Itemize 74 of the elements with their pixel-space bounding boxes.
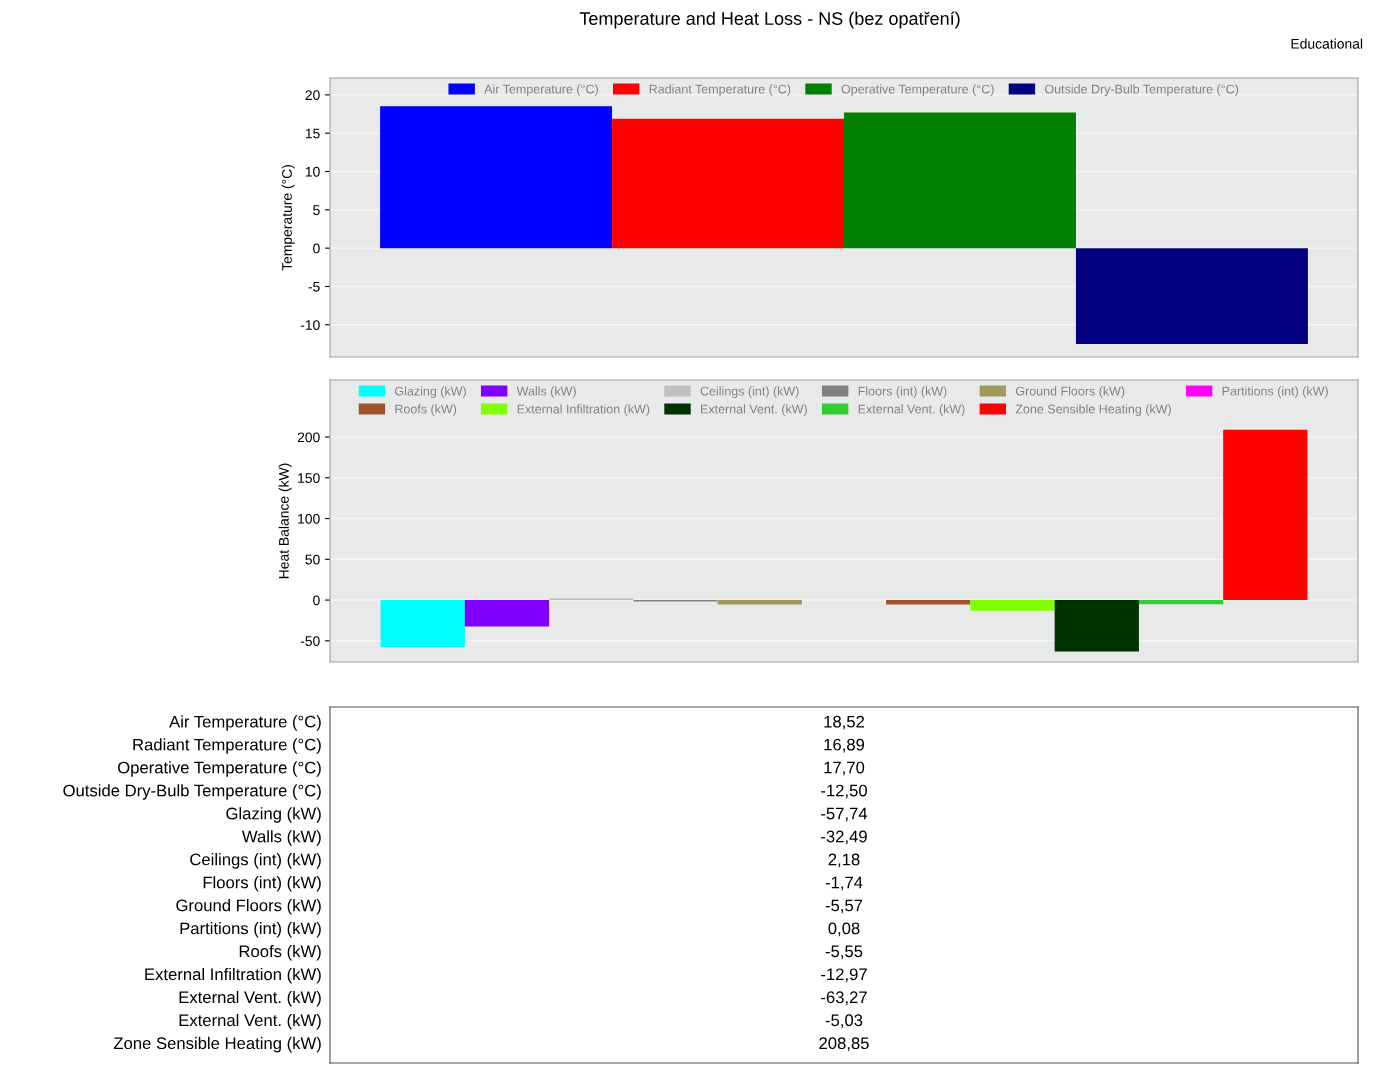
bar [612, 118, 844, 249]
category-label: Outside Dry-Bulb Temperature (°C) [63, 784, 321, 800]
category-label: Walls (kW) [241, 830, 321, 846]
legend-label: External Vent. (kW) [701, 404, 807, 416]
legend-label: Roofs (kW) [395, 404, 457, 416]
legend-label: Outside Dry-Bulb Temperature (°C) [1045, 84, 1239, 96]
legend-label: External Vent. (kW) [858, 404, 965, 416]
text: -1,74 [825, 876, 863, 891]
category-label: External Infiltration (kW) [145, 967, 321, 984]
text: Educational [1291, 38, 1363, 49]
bar [464, 600, 550, 627]
text: -12,50 [821, 784, 867, 799]
text: -5,55 [825, 945, 863, 960]
category-label: Air Temperature (°C) [169, 715, 321, 731]
legend-label: Operative Temperature (°C) [841, 84, 994, 96]
y-tick-label: 50 [305, 554, 320, 565]
text: 18,52 [824, 715, 865, 730]
legend-label: External Infiltration (kW) [517, 404, 650, 416]
legend-label: Ceilings (int) (kW) [700, 386, 799, 398]
category-label: Operative Temperature (°C) [118, 761, 321, 777]
y-tick-label: 10 [305, 166, 320, 177]
bar [844, 112, 1076, 249]
y-tick-label: 100 [298, 513, 320, 524]
legend-label: Walls (kW) [516, 386, 576, 398]
text: -32,49 [821, 830, 867, 845]
category-label: Partitions (int) (kW) [180, 922, 321, 938]
legend-label: Partitions (int) (kW) [1222, 386, 1328, 398]
y-tick-label: 5 [313, 205, 320, 215]
legend-label: Ground Floors (kW) [1015, 386, 1125, 398]
category-label: Zone Sensible Heating (kW) [113, 1036, 321, 1053]
legend-label: Air Temperature (°C) [484, 84, 598, 96]
bar [1138, 600, 1224, 605]
text: 2,18 [828, 853, 860, 868]
text: -63,27 [821, 991, 867, 1006]
legend-label: Zone Sensible Heating (kW) [1015, 404, 1171, 416]
bar [380, 600, 465, 648]
y-tick-label: -50 [300, 636, 320, 646]
text: 208,85 [819, 1037, 869, 1052]
bar [970, 600, 1055, 611]
text: -5,03 [825, 1014, 863, 1029]
text: 0,08 [828, 922, 860, 937]
text: 17,70 [824, 761, 865, 776]
category-label: Floors (int) (kW) [203, 876, 321, 892]
y-tick-label: 15 [305, 128, 320, 139]
chart-title: Temperature and Heat Loss - NS (bez opatření) [579, 11, 960, 29]
y-tick-label: 150 [298, 473, 320, 483]
bar [380, 106, 613, 249]
bar [886, 600, 971, 605]
text: 16,89 [824, 738, 865, 753]
y-tick-label: 20 [305, 90, 320, 101]
text: -5,57 [825, 899, 863, 914]
bar [717, 600, 802, 605]
legend-label: Glazing (kW) [395, 386, 466, 398]
category-label: Ground Floors (kW) [176, 899, 321, 915]
category-label: Glazing (kW) [226, 807, 321, 823]
category-label: Radiant Temperature (°C) [133, 738, 321, 754]
text: -57,74 [821, 807, 868, 822]
category-label: External Vent. (kW) [179, 990, 321, 1007]
y-axis-title: Temperature (°C) [281, 165, 295, 271]
y-tick-label: -10 [300, 320, 320, 330]
bar [1054, 600, 1139, 652]
category-label: External Vent. (kW) [179, 1013, 321, 1030]
category-label: Roofs (kW) [239, 944, 321, 961]
bar [1223, 429, 1308, 601]
bar [1075, 248, 1308, 344]
legend-label: Radiant Temperature (°C) [649, 84, 791, 96]
legend-label: Floors (int) (kW) [858, 386, 947, 398]
y-tick-label: -5 [308, 281, 320, 292]
text: -12,97 [821, 968, 867, 983]
y-tick-label: 0 [313, 595, 320, 606]
y-axis-title: Heat Balance (kW) [278, 463, 292, 579]
y-tick-label: 0 [313, 243, 320, 254]
y-tick-label: 200 [297, 432, 320, 443]
category-label: Ceilings (int) (kW) [190, 853, 321, 869]
